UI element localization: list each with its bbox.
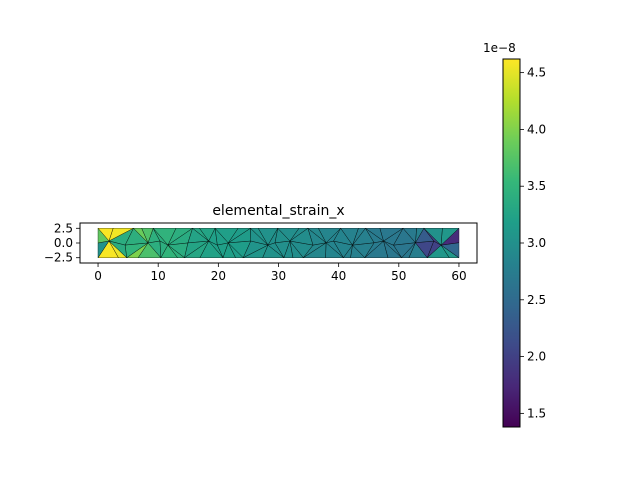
mesh-edge <box>289 228 309 242</box>
mesh-edge <box>352 228 366 246</box>
x-tick-label: 0 <box>94 269 102 283</box>
mesh-edge <box>108 228 134 242</box>
colorbar-bar <box>503 59 520 427</box>
mesh-edge <box>167 228 194 246</box>
colorbar-tick-label: 1.5 <box>527 406 546 420</box>
mesh-edges <box>97 227 460 259</box>
mesh-edge <box>198 228 216 242</box>
colorbar-tick-label: 2.0 <box>527 350 546 364</box>
mesh-edge <box>440 228 460 246</box>
colorbar-offset-label: 1e−8 <box>483 41 516 55</box>
x-tick-label: 50 <box>391 269 406 283</box>
mesh-edge <box>379 228 404 242</box>
y-tick-label: 0.0 <box>54 236 73 250</box>
y-tick-label: −2.5 <box>44 251 73 265</box>
x-tick-label: 10 <box>151 269 166 283</box>
mesh-edge <box>257 228 279 246</box>
mesh-area <box>97 227 460 259</box>
mesh-edge <box>317 228 342 244</box>
x-tick-label: 60 <box>451 269 466 283</box>
colorbar-tick-label: 4.0 <box>527 122 546 136</box>
y-axis: 2.50.0−2.5 <box>44 221 80 265</box>
mesh-edge <box>415 228 425 243</box>
x-axis: 0 10 20 30 40 50 60 <box>94 263 467 283</box>
colorbar: 1.5 2.0 2.5 3.0 3.5 4.0 4.5 1e−8 <box>483 41 546 428</box>
colorbar-tick-label: 2.5 <box>527 293 546 307</box>
mesh-edge <box>228 228 252 244</box>
chart-title: elemental_strain_x <box>212 203 344 219</box>
y-tick-label: 2.5 <box>54 221 73 235</box>
x-tick-label: 20 <box>211 269 226 283</box>
mesh-edge <box>141 228 154 244</box>
x-tick-label: 40 <box>331 269 346 283</box>
colorbar-ticks: 1.5 2.0 2.5 3.0 3.5 4.0 4.5 <box>520 66 546 420</box>
x-tick-label: 30 <box>271 269 286 283</box>
colorbar-tick-label: 3.5 <box>527 179 546 193</box>
colorbar-tick-label: 4.5 <box>527 66 546 80</box>
colorbar-tick-label: 3.0 <box>527 236 546 250</box>
